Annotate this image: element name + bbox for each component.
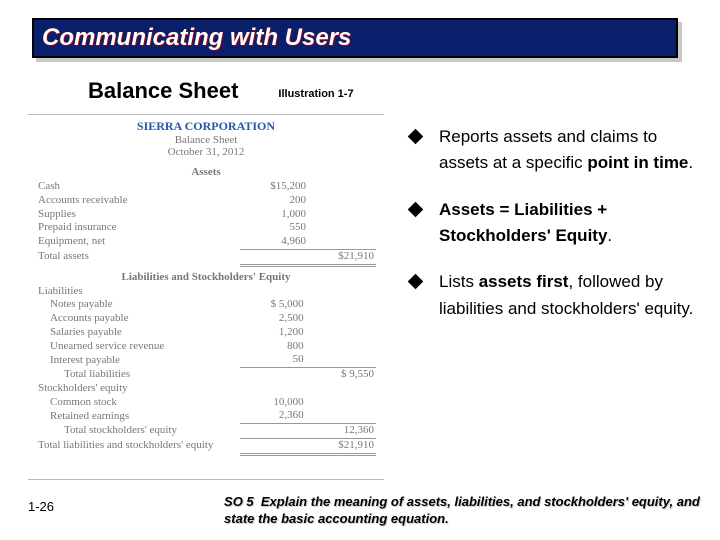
diamond-icon [408,201,424,217]
table-row: Liabilities [36,285,376,299]
row-amount: 800 [240,340,306,354]
table-row: Accounts receivable200 [36,194,376,208]
bullet-text: Assets = Liabilities + Stockholders' Equ… [439,197,698,250]
row-label: Unearned service revenue [36,340,240,354]
row-label: Accounts receivable [36,194,240,208]
row-amount: 50 [240,353,306,367]
doc-title: Balance Sheet [36,134,376,146]
row-label: Total liabilities and stockholders' equi… [36,438,240,454]
table-row: Stockholders' equity [36,382,376,396]
table-row: Cash$15,200 [36,180,376,194]
row-label: Interest payable [36,353,240,367]
diamond-icon [408,129,424,145]
row-label: Total assets [36,249,240,265]
table-row: Interest payable50 [36,353,376,367]
lse-heading: Liabilities and Stockholders' Equity [36,271,376,283]
bullet-text: Lists assets first, followed by liabilit… [439,269,698,322]
bullet-item: Lists assets first, followed by liabilit… [410,269,698,322]
table-row: Retained earnings2,360 [36,409,376,423]
title-bar: Communicating with Users [32,18,678,58]
table-row: Accounts payable2,500 [36,312,376,326]
page-title: Communicating with Users [42,24,351,52]
row-amount: $ 5,000 [240,298,306,312]
balance-sheet-figure: SIERRA CORPORATION Balance Sheet October… [28,114,384,480]
row-amount: 1,000 [240,208,308,222]
bullet-list: Reports assets and claims to assets at a… [384,114,698,480]
liabilities-table: Liabilities Notes payable$ 5,000 Account… [36,285,376,456]
row-amount: 10,000 [240,396,306,410]
row-amount: $21,910 [308,249,376,265]
bullet-text: Reports assets and claims to assets at a… [439,124,698,177]
study-objective: SO 5 Explain the meaning of assets, liab… [224,493,706,528]
equity-label: Stockholders' equity [36,382,376,396]
bullet-item: Assets = Liabilities + Stockholders' Equ… [410,197,698,250]
row-label: Supplies [36,208,240,222]
assets-heading: Assets [36,166,376,178]
row-label: Retained earnings [36,409,240,423]
subtitle-row: Balance Sheet Illustration 1-7 [88,78,678,104]
row-amount: 550 [240,221,308,235]
doc-date: October 31, 2012 [36,146,376,158]
row-label: Total stockholders' equity [36,424,240,439]
table-row: Common stock10,000 [36,396,376,410]
bullet-item: Reports assets and claims to assets at a… [410,124,698,177]
row-label: Salaries payable [36,326,240,340]
row-amount: 200 [240,194,308,208]
row-amount: 1,200 [240,326,306,340]
row-label: Total liabilities [36,368,240,382]
row-label: Equipment, net [36,235,240,249]
row-label: Cash [36,180,240,194]
table-row: Supplies1,000 [36,208,376,222]
row-label: Notes payable [36,298,240,312]
page-number: 1-26 [28,499,54,514]
table-row: Total liabilities and stockholders' equi… [36,438,376,454]
footer: 1-26 SO 5 Explain the meaning of assets,… [28,493,706,528]
row-amount: $21,910 [306,438,376,454]
row-label: Accounts payable [36,312,240,326]
row-amount: 2,500 [240,312,306,326]
row-amount: 2,360 [240,409,306,423]
table-row: Equipment, net4,960 [36,235,376,249]
assets-table: Cash$15,200 Accounts receivable200 Suppl… [36,180,376,267]
diamond-icon [408,274,424,290]
table-row: Prepaid insurance550 [36,221,376,235]
subtitle: Balance Sheet [88,78,238,104]
row-label: Common stock [36,396,240,410]
row-amount: $ 9,550 [306,368,376,382]
table-row: Total assets $21,910 [36,249,376,265]
row-label: Prepaid insurance [36,221,240,235]
row-amount: 12,360 [306,424,376,439]
row-amount: 4,960 [240,235,308,249]
content-row: SIERRA CORPORATION Balance Sheet October… [28,114,698,480]
table-row: Total stockholders' equity 12,360 [36,424,376,439]
table-row: Salaries payable1,200 [36,326,376,340]
liabilities-label: Liabilities [36,285,376,299]
table-row: Notes payable$ 5,000 [36,298,376,312]
company-name: SIERRA CORPORATION [36,119,376,134]
table-row: Total liabilities $ 9,550 [36,368,376,382]
table-row: Unearned service revenue800 [36,340,376,354]
row-amount: $15,200 [240,180,308,194]
illustration-label: Illustration 1-7 [278,88,353,100]
